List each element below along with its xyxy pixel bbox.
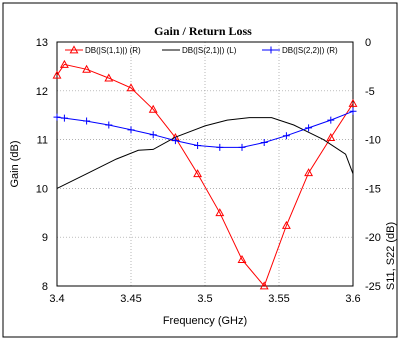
plus-marker [282, 132, 290, 140]
y-left-tick-label: 10 [36, 183, 48, 195]
y-left-tick-label: 12 [36, 86, 48, 98]
plus-marker [327, 116, 335, 124]
x-tick-label: 3.55 [268, 293, 289, 305]
plus-marker [127, 126, 135, 134]
plus-marker [83, 117, 91, 125]
y-right-tick-label: -20 [365, 232, 381, 244]
plus-marker [53, 113, 61, 121]
y-right-tick-label: -25 [365, 281, 381, 293]
triangle-marker [237, 255, 247, 264]
plus-marker [349, 107, 357, 115]
triangle-marker [304, 168, 314, 177]
chart-title: Gain / Return Loss [154, 24, 252, 38]
y-right-tick-label: -10 [365, 135, 381, 147]
triangle-marker [52, 70, 62, 79]
plus-marker [238, 143, 246, 151]
y-left-tick-label: 9 [42, 232, 48, 244]
x-axis-label: Frequency (GHz) [163, 315, 247, 327]
triangle-marker [104, 73, 114, 82]
y-left-tick-label: 8 [42, 281, 48, 293]
triangle-marker [259, 281, 269, 290]
series-line-db-s-1-1-r [56, 63, 354, 287]
plus-marker [260, 139, 268, 147]
triangle-marker [126, 83, 136, 92]
triangle-marker [82, 64, 92, 73]
triangle-marker [148, 104, 158, 113]
plus-marker [60, 114, 68, 122]
plus-marker [305, 124, 313, 132]
plus-marker [194, 141, 202, 149]
plus-marker [171, 137, 179, 145]
y-right-tick-label: -15 [365, 183, 381, 195]
plus-marker [216, 143, 224, 151]
series-group [52, 59, 358, 290]
legend-label: DB(|S(1,1)|) (R) [85, 46, 141, 55]
legend-label: DB(|S(2,1)|) (L) [182, 46, 237, 55]
triangle-marker [348, 98, 358, 107]
y-left-tick-label: 11 [37, 135, 48, 147]
x-tick-label: 3.4 [49, 293, 64, 305]
x-tick-label: 3.45 [120, 293, 141, 305]
legend-label: DB(|S(2,2)|) (R) [282, 46, 338, 55]
grid [57, 42, 353, 286]
y-axis-left-label: Gain (dB) [9, 140, 21, 187]
triangle-marker [281, 220, 291, 229]
triangle-marker [215, 208, 225, 217]
legend: DB(|S(1,1)|) (R) DB(|S(2,1)|) (L) DB(|S(2,… [65, 45, 338, 55]
y-axis-right-label: S11, S22 (dB) [385, 222, 397, 290]
y-right-tick-label: 0 [365, 37, 371, 49]
series-line-db-s-2-1-l [56, 117, 354, 189]
plus-marker [267, 46, 275, 54]
x-tick-label: 3.5 [197, 293, 212, 305]
triangle-marker [69, 45, 79, 54]
plus-marker [149, 131, 157, 139]
plus-marker [105, 121, 113, 129]
y-left-tick-label: 13 [36, 37, 48, 49]
triangle-marker [193, 169, 203, 178]
triangle-marker [59, 59, 69, 68]
plot-area-border [56, 41, 354, 287]
tick-labels: 3.4 3.45 3.5 3.55 3.6 8 9 10 11 12 13 -25 -20 -15 -10 -… [36, 37, 381, 305]
x-tick-label: 3.6 [345, 293, 360, 305]
triangle-marker [326, 133, 336, 142]
y-right-tick-label: -5 [365, 86, 375, 98]
chart-border [2, 2, 398, 338]
